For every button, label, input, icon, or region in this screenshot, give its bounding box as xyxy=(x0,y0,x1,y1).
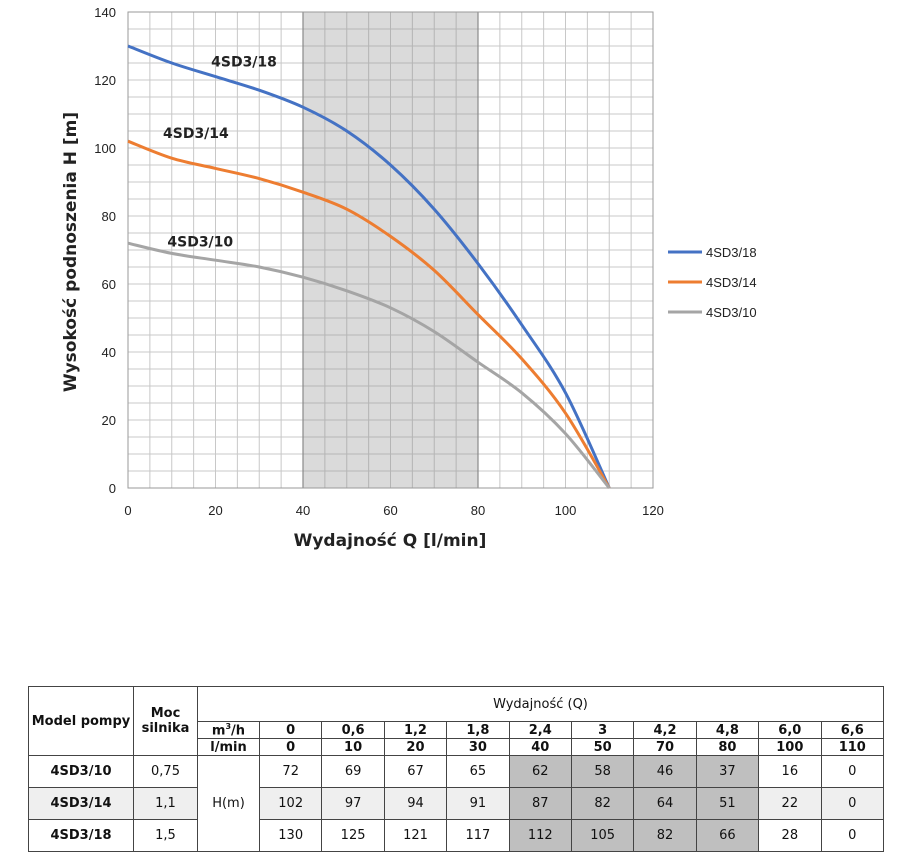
chart-axes: 0 20 40 60 80 100 120 0 20 40 60 80 100 120 140 xyxy=(94,5,664,518)
x-tick-label: 0 xyxy=(124,503,131,518)
pump-curve-chart: 0 20 40 60 80 100 120 0 20 40 60 80 100 120 140 4SD3/1… xyxy=(61,5,757,551)
x-axis-title: Wydajność Q [l/min] xyxy=(294,531,487,551)
model-cell: 4SD3/10 xyxy=(28,755,134,789)
flow-lmin-cell: 80 xyxy=(695,738,760,757)
head-value-cell: 87 xyxy=(508,787,572,821)
y-tick-label: 40 xyxy=(102,345,116,360)
series-inline-label: 4SD3/10 xyxy=(167,235,233,251)
head-value-cell: 0 xyxy=(820,787,885,821)
performance-table: Model pompy Moc silnika Wydajność (Q) m3… xyxy=(28,685,885,853)
head-value-cell: 65 xyxy=(446,755,510,789)
head-value-cell: 62 xyxy=(508,755,572,789)
series-inline-label: 4SD3/14 xyxy=(163,126,229,142)
flow-lmin-cell: 70 xyxy=(633,738,697,757)
power-header: Moc silnika xyxy=(133,685,198,757)
head-unit-cell: H(m) xyxy=(197,755,260,853)
series-inline-label: 4SD3/18 xyxy=(211,54,277,70)
head-value-cell: 51 xyxy=(695,787,760,821)
legend-label: 4SD3/14 xyxy=(706,275,757,290)
head-value-cell: 125 xyxy=(321,819,385,853)
flow-lmin-cell: 10 xyxy=(321,738,385,757)
flow-m3h-cell: 1,2 xyxy=(383,720,448,740)
x-tick-label: 40 xyxy=(296,503,310,518)
head-value-cell: 82 xyxy=(570,787,635,821)
head-value-cell: 105 xyxy=(570,819,635,853)
head-value-cell: 16 xyxy=(758,755,822,789)
flow-lmin-cell: 50 xyxy=(570,738,635,757)
head-value-cell: 112 xyxy=(508,819,572,853)
table-row: 4SD3/14 1,1 102 97 94 91 87 82 64 51 22 0 xyxy=(28,787,885,821)
head-value-cell: 69 xyxy=(321,755,385,789)
table-row: 4SD3/10 0,75 H(m) 72 69 67 65 62 58 46 37 16 0 xyxy=(28,755,885,853)
y-axis-title: Wysokość podnoszenia H [m] xyxy=(61,112,81,392)
chart-series xyxy=(127,44,611,489)
y-tick-label: 100 xyxy=(94,141,116,156)
model-cell: 4SD3/14 xyxy=(28,787,134,821)
series-line-4sd3-18 xyxy=(127,44,611,489)
legend-label: 4SD3/18 xyxy=(706,245,757,260)
head-value-cell: 91 xyxy=(446,787,510,821)
series-labels: 4SD3/18 4SD3/14 4SD3/10 xyxy=(163,54,277,250)
flow-m3h-cell: 3 xyxy=(570,720,635,740)
flow-lmin-cell: 0 xyxy=(258,738,323,757)
y-tick-label: 120 xyxy=(94,73,116,88)
head-value-cell: 22 xyxy=(758,787,822,821)
head-value-cell: 37 xyxy=(695,755,760,789)
head-value-cell: 121 xyxy=(383,819,448,853)
flow-lmin-cell: 40 xyxy=(508,738,572,757)
head-value-cell: 82 xyxy=(633,819,697,853)
power-cell: 0,75 xyxy=(133,755,198,789)
flow-m3h-cell: 2,4 xyxy=(508,720,572,740)
flow-lmin-cell: 100 xyxy=(758,738,822,757)
y-tick-label: 60 xyxy=(102,277,116,292)
power-cell: 1,5 xyxy=(133,819,198,853)
highlight-band xyxy=(302,11,479,489)
head-value-cell: 72 xyxy=(258,755,323,789)
flow-m3h-cell: 6,0 xyxy=(758,720,822,740)
flow-m3h-cell: 6,6 xyxy=(820,720,885,740)
head-value-cell: 0 xyxy=(820,819,885,853)
head-value-cell: 28 xyxy=(758,819,822,853)
y-tick-label: 80 xyxy=(102,209,116,224)
y-tick-label: 0 xyxy=(109,481,116,496)
series-line-4sd3-10 xyxy=(127,241,611,489)
unit-m3h: m3/h xyxy=(197,720,260,740)
flow-m3h-cell: 4,2 xyxy=(633,720,697,740)
unit-lmin: l/min xyxy=(197,738,260,757)
head-value-cell: 102 xyxy=(258,787,323,821)
head-value-cell: 94 xyxy=(383,787,448,821)
series-line-4sd3-14 xyxy=(127,139,611,489)
flow-header: Wydajność (Q) xyxy=(197,686,884,722)
x-tick-label: 60 xyxy=(383,503,397,518)
flow-m3h-cell: 1,8 xyxy=(446,720,510,740)
head-value-cell: 117 xyxy=(446,819,510,853)
head-value-cell: 46 xyxy=(633,755,697,789)
model-cell: 4SD3/18 xyxy=(28,819,134,853)
flow-lmin-cell: 20 xyxy=(383,738,448,757)
flow-lmin-cell: 30 xyxy=(446,738,510,757)
chart-legend: 4SD3/18 4SD3/14 4SD3/10 xyxy=(668,245,757,320)
legend-label: 4SD3/10 xyxy=(706,305,757,320)
flow-lmin-cell: 110 xyxy=(820,738,885,757)
x-tick-label: 120 xyxy=(642,503,664,518)
head-value-cell: 97 xyxy=(321,787,385,821)
x-tick-label: 100 xyxy=(555,503,577,518)
power-cell: 1,1 xyxy=(133,787,198,821)
flow-m3h-cell: 0,6 xyxy=(321,720,385,740)
model-header: Model pompy xyxy=(28,685,134,757)
head-value-cell: 0 xyxy=(820,755,885,789)
flow-m3h-cell: 4,8 xyxy=(695,720,760,740)
y-tick-label: 140 xyxy=(94,5,116,20)
table-row: 4SD3/18 1,5 130 125 121 117 112 105 82 66 28 0 xyxy=(28,819,885,853)
plot-border xyxy=(127,11,654,489)
head-value-cell: 64 xyxy=(633,787,697,821)
head-value-cell: 58 xyxy=(570,755,635,789)
x-tick-label: 80 xyxy=(471,503,485,518)
head-value-cell: 66 xyxy=(695,819,760,853)
flow-m3h-cell: 0 xyxy=(258,720,323,740)
x-tick-label: 20 xyxy=(208,503,222,518)
y-tick-label: 20 xyxy=(102,413,116,428)
head-value-cell: 67 xyxy=(383,755,448,789)
head-value-cell: 130 xyxy=(258,819,323,853)
